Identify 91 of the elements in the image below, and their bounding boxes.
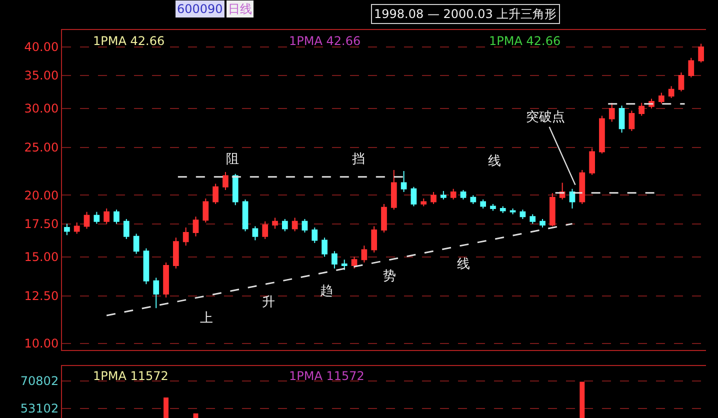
candlestick bbox=[599, 115, 605, 154]
y-tick-label: 70802 bbox=[20, 374, 59, 388]
candlestick bbox=[589, 148, 595, 176]
candlestick bbox=[242, 199, 248, 232]
candlestick bbox=[420, 198, 427, 207]
annotation: 1PMA 11572 bbox=[93, 369, 168, 383]
candlestick bbox=[84, 211, 90, 230]
y-tick-label: 35.00 bbox=[24, 68, 59, 83]
candlestick bbox=[173, 237, 179, 269]
y-tick-label: 20.00 bbox=[24, 188, 59, 202]
y-tick-label: 40.00 bbox=[24, 40, 59, 54]
chart-title: 1998.08 — 2000.03 上升三角形 bbox=[374, 7, 557, 21]
candlestick bbox=[351, 256, 358, 269]
candlestick bbox=[64, 223, 70, 236]
candlestick bbox=[658, 92, 664, 104]
candlestick bbox=[470, 194, 476, 204]
candlestick bbox=[133, 233, 140, 254]
annotation: 势 bbox=[383, 269, 396, 284]
candlestick bbox=[698, 43, 704, 63]
candlestick bbox=[292, 217, 298, 232]
candlestick bbox=[550, 192, 556, 227]
annotation: 线 bbox=[457, 257, 470, 272]
candlestick bbox=[430, 192, 436, 204]
candlestick bbox=[618, 105, 625, 134]
y-tick-label: 17.50 bbox=[24, 216, 59, 231]
annotation: 1PMA 42.66 bbox=[289, 34, 361, 48]
candlestick bbox=[540, 218, 546, 228]
candlestick bbox=[153, 277, 160, 309]
annotation: 趋 bbox=[320, 284, 333, 299]
candlestick bbox=[312, 226, 318, 244]
text: 日线 bbox=[228, 2, 252, 16]
candlestick bbox=[371, 226, 378, 254]
candlestick bbox=[114, 209, 120, 224]
candlestick bbox=[232, 173, 238, 206]
candlestick bbox=[74, 222, 80, 234]
candlestick bbox=[202, 198, 209, 224]
candlestick bbox=[381, 203, 387, 234]
candlestick bbox=[192, 216, 199, 237]
y-tick-label: 25.00 bbox=[24, 140, 59, 155]
annotation: 线 bbox=[488, 154, 501, 169]
candlestick bbox=[252, 226, 258, 241]
candlestick bbox=[262, 220, 268, 240]
candlestick bbox=[440, 190, 446, 200]
annotation: 1PMA 42.66 bbox=[93, 34, 165, 48]
candlestick bbox=[104, 208, 110, 224]
candlestick bbox=[400, 170, 407, 193]
candlestick bbox=[302, 218, 308, 234]
candlestick bbox=[163, 262, 169, 298]
candlestick bbox=[282, 218, 288, 232]
candlestick bbox=[390, 170, 397, 210]
candlestick bbox=[322, 237, 328, 258]
candlestick bbox=[361, 245, 368, 264]
y-tick-label: 30.00 bbox=[24, 102, 59, 116]
candlestick bbox=[608, 102, 615, 122]
candlestick bbox=[688, 57, 694, 78]
candlestick bbox=[678, 72, 684, 92]
annotation: 1PMA 42.66 bbox=[489, 34, 561, 48]
y-tick-label: 53102 bbox=[20, 402, 59, 416]
annotation: 升 bbox=[262, 295, 275, 310]
candlestick bbox=[410, 186, 417, 207]
candlestick bbox=[569, 188, 576, 209]
candlestick bbox=[500, 206, 506, 214]
candlestick bbox=[450, 188, 456, 200]
candlestick bbox=[490, 203, 496, 212]
candlestick bbox=[668, 86, 674, 99]
annotation: 上 bbox=[200, 311, 213, 326]
candlestick bbox=[94, 211, 100, 224]
candlestick bbox=[341, 259, 348, 270]
candlestick bbox=[530, 214, 536, 224]
annotation: 挡 bbox=[352, 152, 365, 167]
candlestick bbox=[579, 170, 586, 204]
candlestick bbox=[143, 248, 150, 285]
annotation: 1PMA 11572 bbox=[289, 369, 364, 383]
y-tick-label: 10.00 bbox=[24, 336, 59, 351]
candlestick bbox=[222, 171, 228, 190]
candlestick bbox=[628, 110, 635, 132]
y-tick-label: 15.00 bbox=[24, 250, 59, 264]
annotation: 阻 bbox=[226, 152, 239, 167]
text: 600090 bbox=[177, 2, 223, 16]
y-tick-label: 12.50 bbox=[24, 288, 59, 303]
candlestick bbox=[123, 218, 130, 240]
candlestick bbox=[638, 102, 645, 116]
annotation: 突破点 bbox=[526, 110, 565, 125]
candlestick bbox=[520, 209, 526, 220]
candlestick bbox=[480, 199, 486, 209]
candlestick bbox=[510, 208, 516, 215]
candlestick bbox=[182, 226, 189, 246]
candlestick bbox=[460, 189, 466, 200]
candlestick bbox=[212, 183, 218, 204]
candlestick bbox=[272, 217, 278, 230]
candlestick bbox=[332, 250, 338, 269]
